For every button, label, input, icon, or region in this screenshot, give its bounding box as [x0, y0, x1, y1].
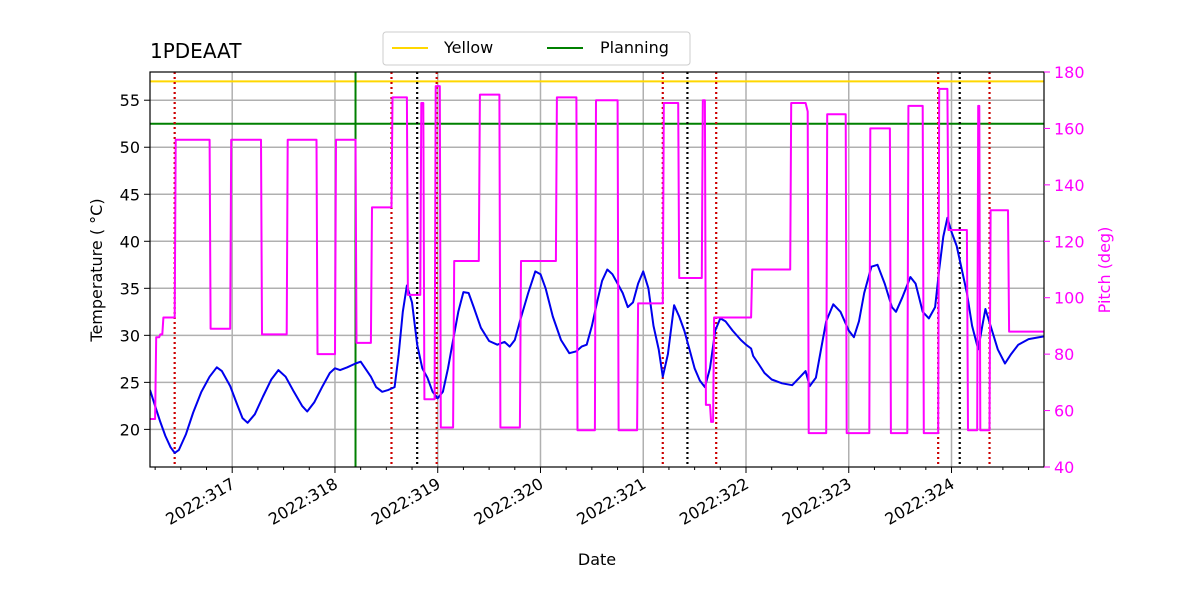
y2-tick-label: 180	[1054, 63, 1085, 82]
y-tick-label: 20	[120, 420, 140, 439]
y-axis-ticks: 20 25 30 35 40 45 50 55	[120, 91, 150, 439]
series-line-pitch	[150, 85, 1044, 435]
series-line-temperature	[150, 216, 1044, 454]
y2-tick-label: 140	[1054, 176, 1085, 195]
y2-axis-ticks: 40 60 80 100 120 140 160 180	[1044, 63, 1085, 477]
legend: Yellow Planning	[382, 31, 691, 66]
y-tick-label: 35	[120, 279, 140, 298]
y-tick-label: 45	[120, 185, 140, 204]
y-tick-label: 50	[120, 138, 140, 157]
x-axis-label: Date	[578, 550, 616, 569]
legend-box	[382, 31, 691, 66]
legend-label-yellow: Yellow	[443, 38, 493, 57]
y2-tick-label: 40	[1054, 458, 1074, 477]
threshold-lines	[150, 80, 1044, 125]
y2-tick-label: 120	[1054, 232, 1085, 251]
y-tick-label: 30	[120, 326, 140, 345]
y2-axis-label: Pitch (deg)	[1095, 227, 1114, 314]
y2-tick-label: 80	[1054, 345, 1074, 364]
y-tick-label: 40	[120, 232, 140, 251]
y-tick-label: 55	[120, 91, 140, 110]
y2-tick-label: 160	[1054, 119, 1085, 138]
y-tick-label: 25	[120, 373, 140, 392]
chart-title: 1PDEAAT	[150, 39, 242, 63]
series-lines	[150, 85, 1044, 454]
y2-tick-label: 60	[1054, 402, 1074, 421]
plot-frame	[149, 71, 1045, 468]
y2-tick-label: 100	[1054, 289, 1085, 308]
y-axis-label: Temperature ( °C)	[87, 198, 106, 342]
legend-label-planning: Planning	[600, 38, 669, 57]
